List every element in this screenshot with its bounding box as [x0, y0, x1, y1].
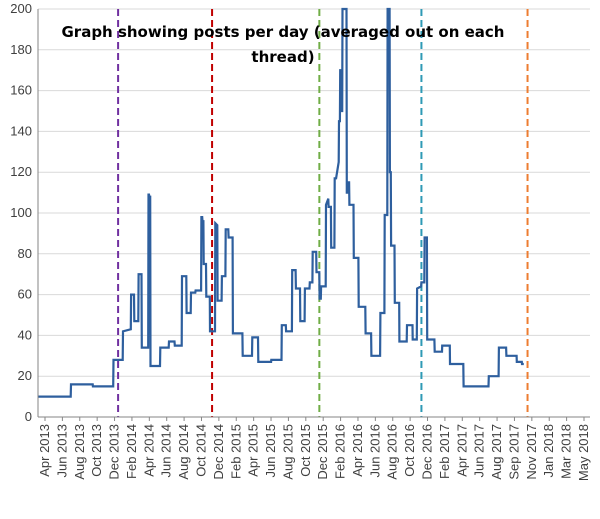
x-tick-label-18: Apr 2016 [350, 424, 365, 477]
reference-lines [117, 9, 529, 417]
y-tick-label-4: 80 [18, 246, 32, 261]
x-tick-label-27: Sep 2017 [506, 424, 521, 480]
x-tick-label-24: Apr 2017 [454, 424, 469, 477]
y-tick-labels: 0 20 40 60 80 100 120 140 160 180 200 [10, 1, 32, 424]
x-tick-label-7: Jun 2014 [159, 424, 174, 478]
y-tick-label-0: 0 [25, 409, 32, 424]
x-tick-label-6: Apr 2014 [141, 424, 156, 477]
y-tick-label-10: 200 [10, 1, 32, 16]
x-tick-label-22: Dec 2016 [420, 424, 435, 480]
y-tick-label-5: 100 [10, 205, 32, 220]
x-tick-label-30: Mar 2018 [559, 424, 574, 479]
y-tick-label-6: 120 [10, 164, 32, 179]
x-tick-label-21: Oct 2016 [402, 424, 417, 477]
x-tick-label-12: Apr 2015 [246, 424, 261, 477]
x-tick-label-28: Nov 2017 [524, 424, 539, 480]
x-tick-label-15: Oct 2015 [298, 424, 313, 477]
x-tick-labels: Apr 2013 Jun 2013 Aug 2013 Oct 2013 Dec 2013… [37, 424, 591, 481]
x-tick-label-17: Feb 2016 [333, 424, 348, 479]
x-tick-label-4: Dec 2013 [107, 424, 122, 480]
x-tick-label-20: Aug 2016 [385, 424, 400, 480]
y-tick-label-3: 60 [18, 287, 32, 302]
chart-title-line-1: Graph showing posts per day (averaged ou… [61, 23, 504, 41]
chart-title: Graph showing posts per day (averaged ou… [61, 23, 504, 66]
x-tick-label-10: Dec 2014 [211, 424, 226, 480]
x-tick-label-31: May 2018 [576, 424, 591, 481]
chart-title-line-2: thread) [251, 48, 314, 66]
x-tick-label-13: Jun 2015 [263, 424, 278, 478]
series-line-0 [38, 7, 524, 398]
y-tick-label-1: 20 [18, 368, 32, 383]
x-tick-label-14: Aug 2015 [280, 424, 295, 480]
x-tick-label-25: Jun 2017 [472, 424, 487, 478]
x-tick-label-5: Feb 2014 [124, 424, 139, 479]
x-tick-label-16: Dec 2015 [315, 424, 330, 480]
axes [37, 9, 590, 421]
y-tick-label-7: 140 [10, 123, 32, 138]
x-tick-label-29: Jan 2018 [541, 424, 556, 478]
x-tick-label-1: Jun 2013 [54, 424, 69, 478]
series-lines [38, 7, 524, 398]
x-tick-label-0: Apr 2013 [37, 424, 52, 477]
y-tick-label-9: 180 [10, 42, 32, 57]
x-tick-label-11: Feb 2015 [228, 424, 243, 479]
x-tick-label-23: Feb 2017 [437, 424, 452, 479]
x-tick-label-8: Aug 2014 [176, 424, 191, 480]
y-tick-label-2: 40 [18, 327, 32, 342]
x-tick-label-26: Aug 2017 [489, 424, 504, 480]
x-tick-label-19: Jun 2016 [367, 424, 382, 478]
x-tick-label-3: Oct 2013 [89, 424, 104, 477]
x-tick-label-2: Aug 2013 [72, 424, 87, 480]
y-tick-label-8: 160 [10, 83, 32, 98]
x-tick-label-9: Oct 2014 [193, 424, 208, 477]
